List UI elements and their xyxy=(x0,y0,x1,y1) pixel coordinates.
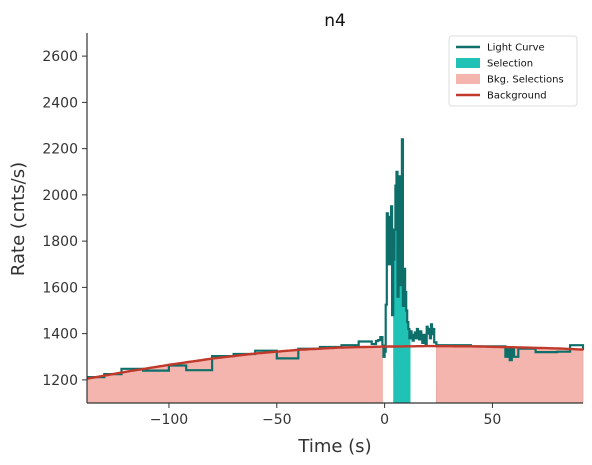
legend-swatch-patch xyxy=(456,58,480,68)
x-tick-label: 50 xyxy=(484,412,502,428)
plot-area xyxy=(86,138,585,404)
y-tick-label: 1800 xyxy=(42,234,78,250)
y-tick-label: 1200 xyxy=(42,373,78,389)
background-curve xyxy=(86,344,584,380)
legend-frame xyxy=(448,35,578,107)
legend-label: Light Curve xyxy=(487,43,545,54)
x-tick-label: −100 xyxy=(150,412,188,428)
x-axis-title: Time (s) xyxy=(297,436,371,457)
legend-swatch-patch xyxy=(456,74,480,84)
x-tick-label: 0 xyxy=(380,412,389,428)
y-tick-label: 2000 xyxy=(42,188,78,204)
x-tick-label: −50 xyxy=(262,412,292,428)
chart-title: n4 xyxy=(324,11,346,31)
legend: Light Curve Selection Bkg. Selections Backg… xyxy=(448,35,578,107)
y-tick-label: 2400 xyxy=(42,95,78,111)
y-tick-label: 1400 xyxy=(42,327,78,343)
legend-label: Background xyxy=(487,91,547,102)
y-axis-title: Rate (cnts/s) xyxy=(8,162,29,276)
y-tick-label: 2200 xyxy=(42,142,78,158)
y-tick-label: 2600 xyxy=(42,49,78,65)
legend-label: Selection xyxy=(487,59,533,70)
light-curve-line xyxy=(87,138,585,379)
axes: −100 −50 0 50 1200 1400 1600 1800 2000 2200 2400 26… xyxy=(42,33,583,428)
y-tick-label: 1600 xyxy=(42,280,78,296)
legend-label: Bkg. Selections xyxy=(487,75,564,86)
